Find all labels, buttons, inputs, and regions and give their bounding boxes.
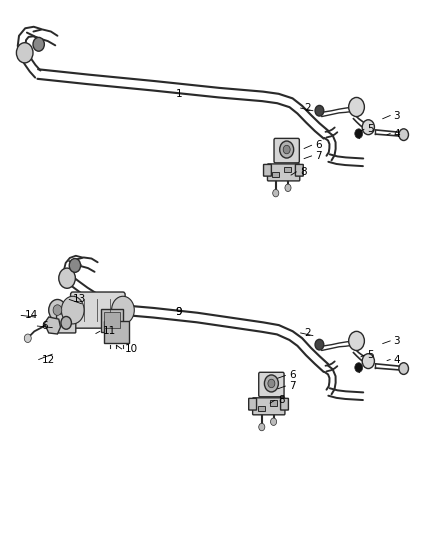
Circle shape (16, 43, 33, 63)
Circle shape (61, 317, 71, 329)
Text: 13: 13 (73, 294, 86, 304)
Circle shape (362, 354, 374, 368)
Text: 11: 11 (103, 326, 117, 336)
FancyBboxPatch shape (104, 312, 120, 328)
Text: 5: 5 (367, 124, 374, 134)
Circle shape (355, 129, 363, 139)
Text: 10: 10 (125, 344, 138, 354)
Text: 8: 8 (300, 167, 307, 177)
Circle shape (285, 184, 291, 191)
Circle shape (59, 268, 75, 288)
Text: 14: 14 (25, 310, 38, 320)
FancyBboxPatch shape (258, 406, 265, 411)
Circle shape (399, 363, 409, 374)
Text: 1: 1 (175, 88, 182, 99)
Circle shape (349, 332, 364, 351)
Circle shape (69, 259, 81, 272)
Polygon shape (44, 317, 60, 334)
FancyBboxPatch shape (285, 166, 291, 172)
Text: 3: 3 (394, 110, 400, 120)
Text: 4: 4 (394, 128, 400, 139)
Circle shape (112, 296, 134, 324)
Circle shape (53, 305, 62, 316)
Text: 9: 9 (175, 306, 182, 317)
FancyBboxPatch shape (264, 165, 272, 176)
FancyBboxPatch shape (281, 398, 288, 410)
Circle shape (271, 418, 277, 425)
Text: 4: 4 (394, 354, 400, 365)
Circle shape (265, 375, 279, 392)
Text: 7: 7 (315, 151, 321, 161)
FancyBboxPatch shape (253, 398, 285, 415)
FancyBboxPatch shape (249, 398, 257, 410)
Text: 6: 6 (41, 321, 47, 331)
Circle shape (283, 146, 290, 154)
Circle shape (259, 423, 265, 431)
Circle shape (280, 141, 293, 158)
Text: 2: 2 (304, 328, 311, 338)
FancyBboxPatch shape (295, 165, 303, 176)
Text: 6: 6 (289, 370, 296, 381)
Text: 3: 3 (394, 336, 400, 346)
FancyBboxPatch shape (57, 314, 76, 333)
Text: 5: 5 (367, 350, 374, 360)
Text: 12: 12 (42, 354, 56, 365)
Text: 2: 2 (304, 103, 311, 113)
Circle shape (49, 300, 66, 321)
Circle shape (362, 120, 374, 135)
Circle shape (315, 106, 324, 116)
FancyBboxPatch shape (268, 164, 300, 181)
Circle shape (24, 334, 31, 343)
Text: 8: 8 (278, 395, 285, 406)
Circle shape (33, 37, 44, 51)
Text: 7: 7 (289, 381, 296, 391)
FancyBboxPatch shape (101, 309, 124, 333)
Circle shape (61, 296, 84, 324)
FancyBboxPatch shape (270, 400, 277, 406)
FancyBboxPatch shape (259, 372, 284, 397)
Circle shape (355, 363, 363, 372)
FancyBboxPatch shape (71, 292, 125, 328)
Text: 9: 9 (175, 306, 182, 317)
Circle shape (349, 98, 364, 117)
Circle shape (273, 189, 279, 197)
FancyBboxPatch shape (274, 139, 299, 163)
Circle shape (315, 340, 324, 350)
Text: 6: 6 (315, 140, 321, 150)
Circle shape (399, 129, 409, 141)
FancyBboxPatch shape (272, 172, 279, 177)
FancyBboxPatch shape (104, 321, 129, 343)
Circle shape (268, 379, 275, 387)
